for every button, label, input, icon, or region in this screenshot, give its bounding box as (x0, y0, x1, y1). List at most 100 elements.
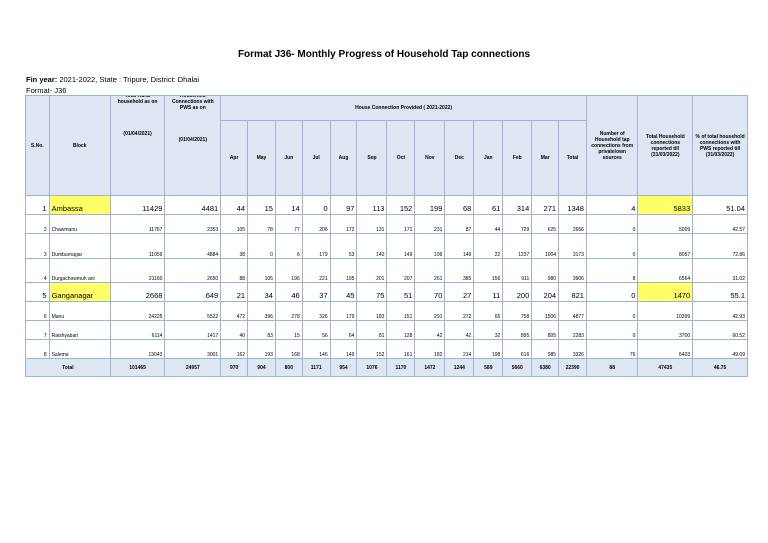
row-month: 985 (531, 339, 560, 359)
row-month: 1237 (502, 233, 533, 259)
row-month: 131 (356, 214, 388, 234)
header-hh-connections: Household Connections with PWS as on (01… (164, 95, 222, 196)
row-month: 15 (247, 195, 276, 215)
row-reported: 8057 (637, 233, 694, 259)
row-month: 204 (531, 282, 560, 302)
row-month: 911 (502, 258, 533, 283)
header-month: Aug (329, 120, 358, 196)
row-month: 65 (473, 301, 504, 321)
row-month: 32 (473, 320, 504, 340)
row-month: 206 (301, 214, 331, 234)
row-pct: 55.1 (692, 282, 748, 302)
row-month: 314 (502, 195, 533, 215)
row-month: 11 (473, 282, 504, 302)
row-month: 0 (247, 233, 276, 259)
row-pct: 72.86 (692, 233, 748, 259)
row-month: 88 (220, 258, 249, 283)
total-month: 1076 (356, 358, 388, 377)
row-reported: 5833 (637, 195, 694, 215)
row-month: 149 (444, 233, 475, 259)
row-month: 156 (473, 258, 504, 283)
row-month: 162 (220, 339, 249, 359)
row-rural: 6114 (109, 320, 166, 340)
row-pct: 51.04 (692, 195, 748, 215)
row-sno: 1 (25, 195, 50, 215)
header-month: Mar (531, 120, 560, 196)
fin-year-label: Fin year: (26, 75, 60, 84)
header-month: Apr (220, 120, 249, 196)
total-month: 1244 (444, 358, 475, 377)
row-month: 895 (502, 320, 533, 340)
header-month: Oct (386, 120, 416, 196)
row-month: 396 (247, 301, 276, 321)
row-month: 616 (502, 339, 533, 359)
row-month: 105 (220, 214, 249, 234)
row-month-total: 4877 (558, 301, 587, 321)
table-row: 6 Manu 24225 5522 472 396 278 326 179 183 151 291 27… (25, 301, 748, 321)
row-month: 105 (247, 258, 276, 283)
row-block: Ganganagar (48, 282, 111, 302)
row-rural: 21160 (109, 258, 166, 283)
row-sno: 7 (25, 320, 50, 340)
row-month: 196 (414, 233, 446, 259)
row-conn: 4884 (164, 233, 222, 259)
row-private: 8 (585, 258, 639, 283)
table-row: 3 Dumburnagar 11059 4884 38 0 6 179 53 140 149 196 1… (25, 233, 748, 259)
row-month: 34 (247, 282, 276, 302)
row-month: 68 (444, 195, 475, 215)
fin-year-details: 2021-2022, State : Tripure, District: Dh… (59, 75, 199, 84)
row-month: 38 (220, 233, 249, 259)
row-month-total: 1348 (558, 195, 587, 215)
row-month: 37 (301, 282, 331, 302)
header-month: Feb (502, 120, 533, 196)
total-month: 1472 (414, 358, 446, 377)
row-month: 97 (329, 195, 358, 215)
row-month: 231 (414, 214, 446, 234)
row-month: 21 (220, 282, 249, 302)
row-month: 1004 (531, 233, 560, 259)
header-block: Block (48, 95, 111, 196)
table-row: 7 Raishyabari 6114 1417 40 83 15 56 64 81 128 42 42 3… (25, 320, 748, 340)
row-reported: 10399 (637, 301, 694, 321)
row-month: 22 (473, 233, 504, 259)
row-month-total: 3906 (558, 258, 587, 283)
row-block: Durgachowmuh ani (48, 258, 111, 283)
row-pct: 31.02 (692, 258, 748, 283)
table-body: 1 Ambassa 11429 4481 44 15 14 0 97 113 152 199 68 61 3… (25, 195, 748, 359)
row-month: 171 (386, 214, 416, 234)
row-month-total: 3326 (558, 339, 587, 359)
progress-table-wrap: S.No. Block Total Rural household as on … (25, 95, 748, 380)
row-month: 625 (531, 214, 560, 234)
row-month: 27 (444, 282, 475, 302)
total-month: 1170 (386, 358, 416, 377)
table-row: 4 Durgachowmuh ani 21160 2650 88 105 196 221 195… (25, 258, 748, 283)
row-month: 77 (274, 214, 303, 234)
total-month: 5660 (502, 358, 533, 377)
report-meta: Fin year: 2021-2022, State : Tripure, Di… (26, 74, 199, 96)
row-month: 61 (473, 195, 504, 215)
row-month: 149 (329, 339, 358, 359)
header-hh-connections-title: Household Connections with PWS as on (171, 95, 214, 112)
row-block: Salema (48, 339, 111, 359)
row-rural: 11767 (109, 214, 166, 234)
row-conn: 4481 (164, 195, 222, 215)
row-month: 758 (502, 301, 533, 321)
row-pct: 42.93 (692, 301, 748, 321)
header-private-sources: Number of Household tap connections from… (585, 95, 639, 196)
row-month: 278 (274, 301, 303, 321)
row-reported: 6403 (637, 339, 694, 359)
row-sno: 8 (25, 339, 50, 359)
header-month: May (247, 120, 276, 196)
header-hh-connections-date: (01/04/2021) (178, 137, 207, 143)
row-reported: 3700 (637, 320, 694, 340)
row-month: 472 (220, 301, 249, 321)
row-block: Manu (48, 301, 111, 321)
row-month: 128 (386, 320, 416, 340)
row-month: 0 (301, 195, 331, 215)
row-month: 64 (329, 320, 358, 340)
row-private: 76 (585, 339, 639, 359)
row-month-total: 821 (558, 282, 587, 302)
row-month-total: 2656 (558, 214, 587, 234)
row-reported: 1470 (637, 282, 694, 302)
total-row: Total 101465 24957 970 904 800 1171 954 … (25, 358, 748, 377)
